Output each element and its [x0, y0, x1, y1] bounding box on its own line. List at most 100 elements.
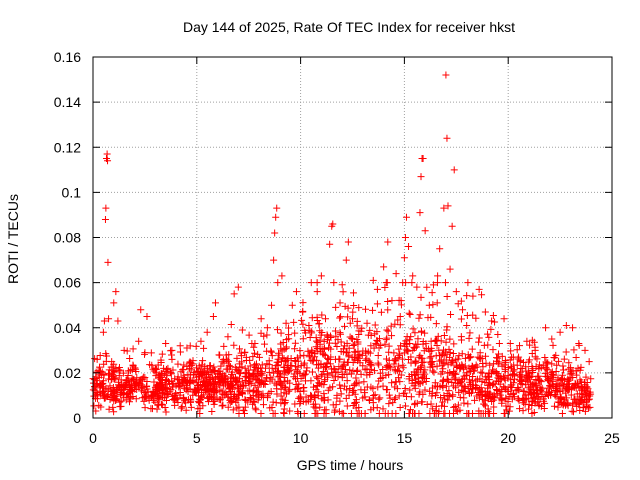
data-point — [417, 327, 425, 335]
data-point — [423, 401, 431, 409]
data-point — [317, 360, 325, 368]
data-point — [308, 392, 316, 400]
data-point — [320, 390, 328, 398]
data-point — [322, 406, 330, 414]
data-point — [303, 364, 311, 372]
data-point — [372, 340, 380, 348]
data-point — [450, 367, 458, 375]
data-point — [168, 380, 176, 388]
data-point — [459, 363, 467, 371]
data-point — [502, 402, 510, 410]
data-point — [208, 408, 216, 416]
data-point — [116, 367, 124, 375]
data-point — [385, 391, 393, 399]
data-point — [516, 342, 524, 350]
data-point — [395, 345, 403, 353]
data-point — [481, 373, 489, 381]
data-point — [565, 385, 573, 393]
data-point — [346, 319, 354, 327]
data-point — [126, 367, 134, 375]
data-point — [528, 349, 536, 357]
data-point — [178, 376, 186, 384]
data-point — [395, 392, 403, 400]
data-point — [112, 396, 120, 404]
data-point — [238, 326, 246, 334]
data-point — [481, 379, 489, 387]
data-point — [445, 387, 453, 395]
data-point — [506, 340, 514, 348]
data-point — [516, 356, 524, 364]
data-point — [195, 372, 203, 380]
data-point — [491, 318, 499, 326]
data-point — [234, 283, 242, 291]
data-point — [314, 374, 322, 382]
data-point — [253, 387, 261, 395]
data-point — [333, 343, 341, 351]
data-point — [531, 346, 539, 354]
data-point — [344, 304, 352, 312]
data-point — [559, 371, 567, 379]
data-point — [392, 378, 400, 386]
data-point — [451, 403, 459, 411]
data-point — [203, 328, 211, 336]
data-point — [437, 394, 445, 402]
data-point — [129, 361, 137, 369]
data-point — [460, 382, 468, 390]
data-point — [379, 366, 387, 374]
data-point — [99, 392, 107, 400]
data-point — [476, 349, 484, 357]
data-point — [104, 258, 112, 266]
data-point — [559, 366, 567, 374]
data-point — [436, 357, 444, 365]
data-point — [187, 403, 195, 411]
data-point — [577, 382, 585, 390]
data-point — [297, 393, 305, 401]
data-point — [233, 384, 241, 392]
data-point — [251, 363, 259, 371]
data-point — [381, 409, 389, 417]
data-point — [349, 289, 357, 297]
data-point — [585, 395, 593, 403]
data-point — [168, 355, 176, 363]
data-point — [390, 396, 398, 404]
data-point — [320, 337, 328, 345]
data-point — [251, 381, 259, 389]
data-point — [547, 376, 555, 384]
data-point — [508, 353, 516, 361]
data-point — [237, 349, 245, 357]
data-point — [280, 409, 288, 417]
data-point — [238, 358, 246, 366]
data-point — [473, 375, 481, 383]
data-point — [110, 299, 118, 307]
data-point — [427, 400, 435, 408]
data-point — [390, 360, 398, 368]
data-point — [535, 372, 543, 380]
data-point — [575, 401, 583, 409]
y-tick-label: 0.1 — [62, 184, 82, 200]
data-point — [379, 382, 387, 390]
data-point — [404, 347, 412, 355]
data-point — [353, 366, 361, 374]
data-point — [475, 334, 483, 342]
data-point — [444, 369, 452, 377]
data-point — [556, 381, 564, 389]
data-point — [587, 390, 595, 398]
data-point — [159, 376, 167, 384]
data-point — [446, 349, 454, 357]
data-point — [466, 329, 474, 337]
data-point — [176, 342, 184, 350]
data-point — [522, 391, 530, 399]
data-point — [222, 373, 230, 381]
data-point — [100, 370, 108, 378]
data-point — [397, 342, 405, 350]
data-point — [469, 292, 477, 300]
data-point — [450, 340, 458, 348]
data-point — [343, 349, 351, 357]
data-point — [460, 399, 468, 407]
data-point — [352, 374, 360, 382]
data-point — [137, 384, 145, 392]
data-point — [182, 406, 190, 414]
data-point — [300, 409, 308, 417]
data-point — [267, 387, 275, 395]
data-point — [129, 392, 137, 400]
